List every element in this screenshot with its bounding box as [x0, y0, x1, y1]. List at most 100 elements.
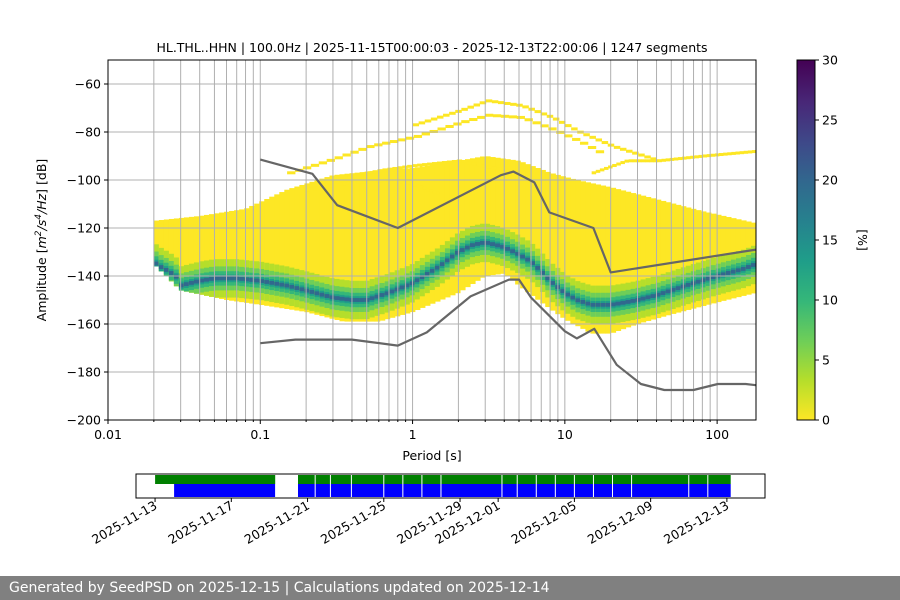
availability-date-ticks: 2025-11-13 2025-11-17 2025-11-21 2025-11-25…	[89, 498, 731, 547]
heatmap-density-cell	[660, 291, 667, 295]
heatmap-outlier-cell	[352, 180, 357, 184]
heatmap-outlier-cell	[453, 122, 462, 126]
y-tick-label: −140	[67, 269, 101, 284]
heatmap-column	[575, 180, 581, 327]
heatmap-outlier-cell	[309, 187, 314, 191]
grid-lines	[108, 60, 756, 420]
heatmap-outlier-cell	[451, 159, 458, 163]
heatmap-density-cell	[700, 278, 707, 283]
heatmap-density-cell	[585, 301, 592, 306]
heatmap-density-cell	[635, 297, 642, 302]
heatmap-density-cell	[490, 242, 496, 247]
heatmap-column	[615, 189, 622, 331]
date-tick-label: 2025-11-17	[165, 498, 235, 547]
heatmap-outlier-cell	[377, 169, 383, 173]
series-line-nhnm	[260, 158, 756, 274]
date-tick-label: 2025-12-13	[661, 498, 731, 547]
heatmap-outlier-cell	[661, 158, 667, 162]
heatmap-density-cell	[590, 302, 597, 307]
heatmap-density-cell	[550, 281, 556, 285]
heatmap-outlier-cell	[436, 161, 443, 165]
heatmap-outlier-cell	[342, 176, 349, 180]
heatmap-outlier-cell	[342, 182, 347, 186]
heatmap-column	[319, 178, 326, 317]
heatmap-column	[204, 214, 210, 296]
heatmap-column	[630, 193, 637, 326]
heatmap-density-cell	[520, 254, 526, 259]
date-tick-label: 2025-11-25	[318, 498, 388, 547]
heatmap-density-cell	[630, 298, 637, 303]
heatmap-outlier-cell	[473, 103, 481, 107]
heatmap-column	[550, 173, 556, 311]
heatmap-outlier-cell	[682, 156, 687, 160]
heatmap-outlier-cell	[346, 181, 350, 185]
heatmap-outlier-cell	[589, 135, 596, 139]
heatmap-outlier-cell	[491, 166, 497, 170]
colorbar-tick-label: 30	[822, 53, 838, 68]
availability-bars	[155, 475, 731, 497]
heatmap-column	[163, 219, 170, 277]
heatmap-outlier-cell	[446, 160, 453, 164]
heatmap-outlier-cell	[430, 117, 438, 121]
heatmap-column	[269, 196, 275, 307]
date-tick-label: 2025-11-13	[89, 498, 159, 547]
heatmap-density-cell	[615, 301, 622, 306]
heatmap-density-cell	[725, 271, 732, 275]
heatmap-column	[173, 218, 180, 287]
heatmap-outlier-cell	[619, 147, 627, 151]
heatmap-column	[560, 176, 566, 318]
heatmap-column	[339, 174, 346, 322]
chart-title: HL.THL..HHN | 100.0Hz | 2025-11-15T00:00…	[156, 40, 707, 55]
heatmap-outlier-cell	[405, 136, 415, 140]
heatmap-outlier-cell	[422, 163, 428, 167]
heatmap-density-cell	[740, 267, 747, 271]
availability-strip: 2025-11-13 2025-11-17 2025-11-21 2025-11-25…	[89, 473, 766, 547]
series-line-nlnm	[260, 278, 756, 392]
heatmap-outlier-cell	[638, 153, 645, 157]
heatmap-density-cell	[173, 274, 180, 279]
heatmap-density-cell	[705, 276, 712, 281]
heatmap-outlier-cell	[382, 141, 391, 145]
heatmap-column	[670, 203, 677, 314]
heatmap-outlier-cell	[436, 191, 440, 195]
heatmap-outlier-cell	[310, 163, 320, 167]
heatmap-density-cell	[219, 276, 225, 281]
heatmap-column	[655, 199, 662, 319]
heatmap-outlier-cell	[694, 155, 699, 159]
heatmap-column	[459, 160, 466, 291]
heatmap-density-cell	[570, 295, 576, 300]
heatmap-outlier-cell	[322, 185, 327, 189]
heatmap-outlier-cell	[461, 120, 470, 124]
heatmap-outlier-cell	[337, 177, 344, 181]
heatmap-density-cell	[595, 302, 602, 307]
heatmap-density-cell	[344, 297, 351, 302]
heatmap-density-cell	[610, 302, 617, 307]
heatmap-outlier-cell	[747, 150, 753, 154]
heatmap-outlier-cell	[318, 161, 328, 165]
heatmap-outlier-cell	[402, 165, 408, 169]
heatmap-density-cell	[239, 276, 245, 281]
date-tick-label: 2025-11-21	[242, 498, 312, 547]
heatmap-density-cell	[414, 278, 421, 283]
heatmap-density-cell	[289, 284, 295, 289]
x-tick-label: 0.1	[250, 427, 270, 442]
heatmap-outlier-cell	[342, 153, 351, 157]
heatmap-density-cell	[750, 263, 756, 267]
heatmap-outlier-cell	[506, 170, 512, 173]
heatmap-density-cell	[710, 275, 717, 280]
heatmap-outlier-cell	[469, 118, 478, 122]
heatmap-density-cell	[439, 262, 446, 267]
heatmap-density-cell	[193, 279, 200, 284]
heatmap-outlier-cell	[412, 183, 417, 187]
heatmap-outlier-cell	[334, 156, 343, 160]
heatmap-density-cell	[399, 285, 406, 290]
heatmap-column	[279, 192, 285, 309]
heatmap-outlier-cell	[632, 159, 638, 163]
heatmap-outlier-cell	[698, 154, 703, 158]
heatmap-outlier-cell	[491, 100, 499, 104]
heatmap-column	[369, 171, 376, 322]
plot-frame	[107, 59, 757, 421]
heatmap-outlier-cell	[357, 173, 364, 177]
heatmap-column	[580, 181, 586, 329]
heatmap-column	[404, 168, 411, 314]
